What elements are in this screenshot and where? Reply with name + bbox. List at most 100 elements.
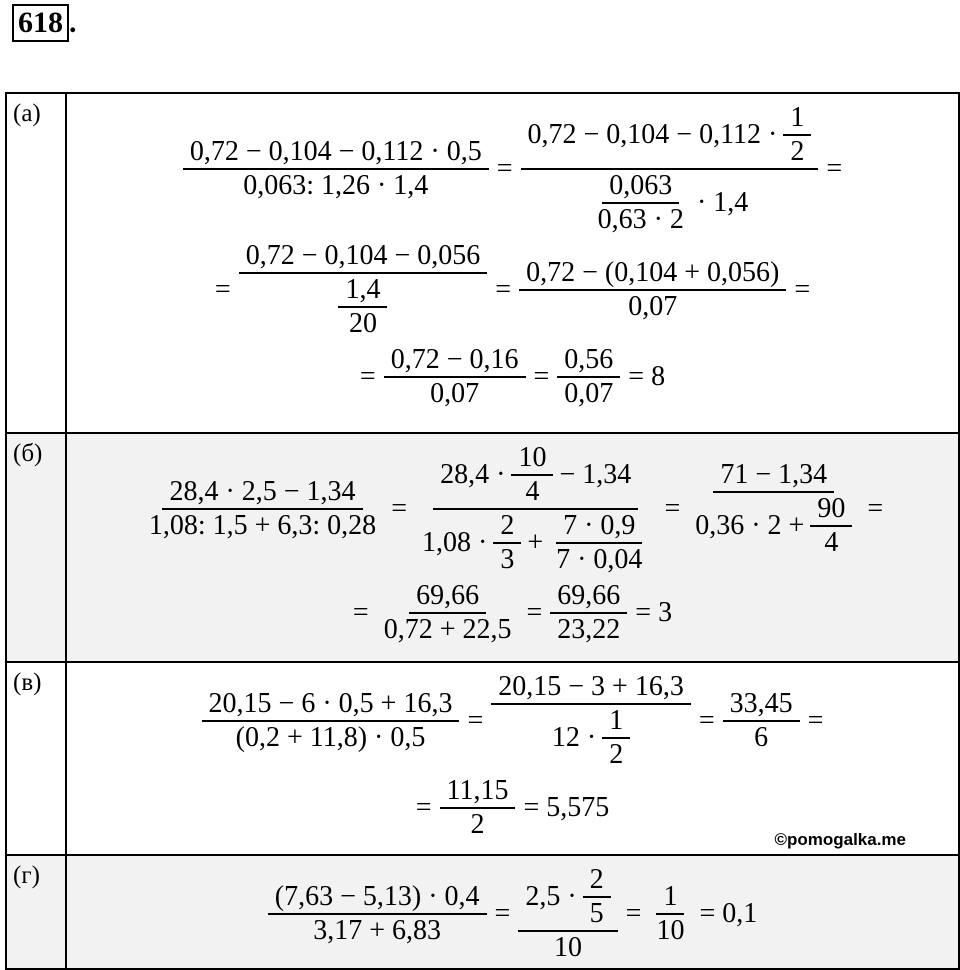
math-text: = 5,575	[523, 792, 610, 823]
numerator: 1,4	[338, 274, 388, 308]
math-text: =	[826, 153, 843, 184]
numerator: 28,4 · 10 4− 1,34	[433, 442, 639, 510]
denominator: 10	[649, 915, 691, 947]
math-text: 0,72 − 0,104 − 0,056	[245, 240, 481, 271]
row-body: 28,4 · 2,5 − 1,34 1,08: 1,5 + 6,3: 0,28 = 2…	[67, 434, 958, 661]
fraction: 11,15 2	[439, 775, 516, 841]
math-text: =	[495, 274, 512, 305]
numerator: 2	[582, 864, 611, 898]
denominator: 2	[602, 739, 630, 771]
math-text: 4	[525, 476, 540, 507]
math-text: 1,08 ·	[421, 527, 488, 558]
denominator: 23,22	[550, 614, 627, 646]
math-text: =	[415, 792, 432, 823]
math-text: =	[807, 705, 824, 736]
math-text: =	[625, 898, 642, 929]
math-text: 23,22	[557, 614, 621, 645]
math-text: 20,15 − 6 · 0,5 + 16,3	[208, 688, 453, 719]
denominator: 2	[464, 809, 492, 841]
math-text: 11,15	[446, 775, 509, 806]
math-text: 69,66	[416, 580, 480, 611]
fraction: 1 10	[649, 881, 691, 947]
fraction: 71 − 1,34 0,36 · 2 +90 4	[688, 459, 859, 559]
math-text: 0,36 · 2 +	[695, 510, 805, 541]
denominator: 0,063 0,63 · 2 · 1,4	[584, 170, 756, 236]
numerator: 0,063	[602, 170, 680, 204]
denominator: 20	[342, 308, 384, 340]
numerator: 1	[656, 881, 685, 915]
math-text: = 3	[635, 597, 673, 628]
math-text: =	[867, 493, 884, 524]
math-text: 12 ·	[551, 722, 597, 753]
math-text: = 0,1	[699, 898, 758, 929]
numerator: 69,66	[409, 580, 487, 614]
denominator: 10	[547, 932, 589, 964]
fraction: 2,5 · 2 5 10	[518, 864, 618, 964]
math-text: 2	[470, 809, 485, 840]
denominator: 0,07	[423, 378, 486, 410]
denominator: 12 · 1 2	[545, 705, 637, 771]
math-text: 3,17 + 6,83	[313, 915, 442, 946]
math-text: 1,08: 1,5 + 6,3: 0,28	[148, 510, 377, 541]
fraction: 28,4 · 10 4− 1,34 1,08 · 2 3 +7 · 0,9 7 · 0,04	[415, 442, 656, 576]
math-text: 10	[518, 442, 547, 473]
math-text: 0,07	[564, 378, 614, 409]
table-row: (в) 20,15 − 6 · 0,5 + 16,3 (0,2 + 11,8) · …	[7, 661, 958, 854]
row-body: 20,15 − 6 · 0,5 + 16,3 (0,2 + 11,8) · 0,5…	[67, 663, 958, 854]
math-text: 2,5 ·	[525, 881, 577, 912]
fraction: 28,4 · 2,5 − 1,34 1,08: 1,5 + 6,3: 0,28	[142, 476, 383, 542]
numerator: 90	[810, 493, 853, 527]
number-suffix: .	[69, 6, 77, 39]
denominator: 0,36 · 2 +90 4	[688, 493, 859, 559]
math-text: =	[352, 597, 369, 628]
math-text: − 1,34	[559, 459, 632, 490]
denominator: 0,07	[557, 378, 620, 410]
denominator: 0,07	[621, 291, 684, 323]
table-row: (б) 28,4 · 2,5 − 1,34 1,08: 1,5 + 6,3: 0,2…	[7, 432, 958, 661]
math-text: =	[494, 898, 511, 929]
table-row: (а) 0,72 − 0,104 − 0,112 · 0,5 0,063: 1,26…	[7, 94, 958, 432]
math-text: =	[698, 705, 715, 736]
math-text: =	[664, 493, 681, 524]
equation-line: 0,72 − 0,104 − 0,112 · 0,5 0,063: 1,26 · …	[179, 102, 846, 236]
fraction: 69,66 0,72 + 22,5	[377, 580, 519, 646]
denominator: 1,08 · 2 3 +7 · 0,9 7 · 0,04	[415, 510, 656, 576]
math-text: =	[214, 274, 231, 305]
math-text: =	[496, 153, 513, 184]
math-text: = 8	[628, 361, 666, 392]
fraction: 0,72 − 0,16 0,07	[383, 344, 526, 410]
math-text: 0,72 − 0,16	[390, 344, 519, 375]
math-text: =	[467, 705, 484, 736]
numerator: 1	[783, 102, 812, 136]
fraction: 7 · 0,9 7 · 0,04	[549, 510, 649, 576]
fraction: 0,72 − 0,104 − 0,112 · 0,5 0,063: 1,26 · …	[182, 136, 489, 202]
math-text: 0,63 · 2	[597, 204, 684, 235]
math-text: 0,56	[564, 344, 614, 375]
row-body: 0,72 − 0,104 − 0,112 · 0,5 0,063: 1,26 · …	[67, 94, 958, 432]
math-text: 69,66	[557, 580, 621, 611]
math-text: · 1,4	[696, 187, 749, 218]
numerator: 0,72 − (0,104 + 0,056)	[519, 257, 787, 291]
math-text: =	[391, 493, 407, 524]
math-text: 1	[609, 705, 624, 736]
solution-table: (а) 0,72 − 0,104 − 0,112 · 0,5 0,063: 1,26…	[5, 92, 960, 970]
math-text: 90	[817, 493, 846, 524]
denominator: 7 · 0,04	[549, 544, 649, 576]
math-text: 20,15 − 3 + 16,3	[498, 671, 684, 702]
math-text: 6	[754, 722, 769, 753]
math-text: 7 · 0,04	[556, 544, 643, 575]
math-text: 2	[790, 136, 805, 167]
fraction: (7,63 − 5,13) · 0,4 3,17 + 6,83	[267, 881, 487, 947]
denominator: 0,72 + 22,5	[377, 614, 519, 646]
numerator: 71 − 1,34	[713, 459, 835, 493]
math-text: 0,063: 1,26 · 1,4	[243, 170, 429, 201]
numerator: 20,15 − 3 + 16,3	[491, 671, 691, 705]
watermark: ©pomogalka.me	[774, 830, 906, 849]
fraction: 20,15 − 3 + 16,3 12 · 1 2	[491, 671, 691, 771]
denominator: 0,063: 1,26 · 1,4	[236, 170, 435, 202]
row-label: (а)	[7, 94, 67, 432]
math-text: 20	[348, 308, 377, 339]
equation-line: 20,15 − 6 · 0,5 + 16,3 (0,2 + 11,8) · 0,5…	[198, 671, 828, 771]
